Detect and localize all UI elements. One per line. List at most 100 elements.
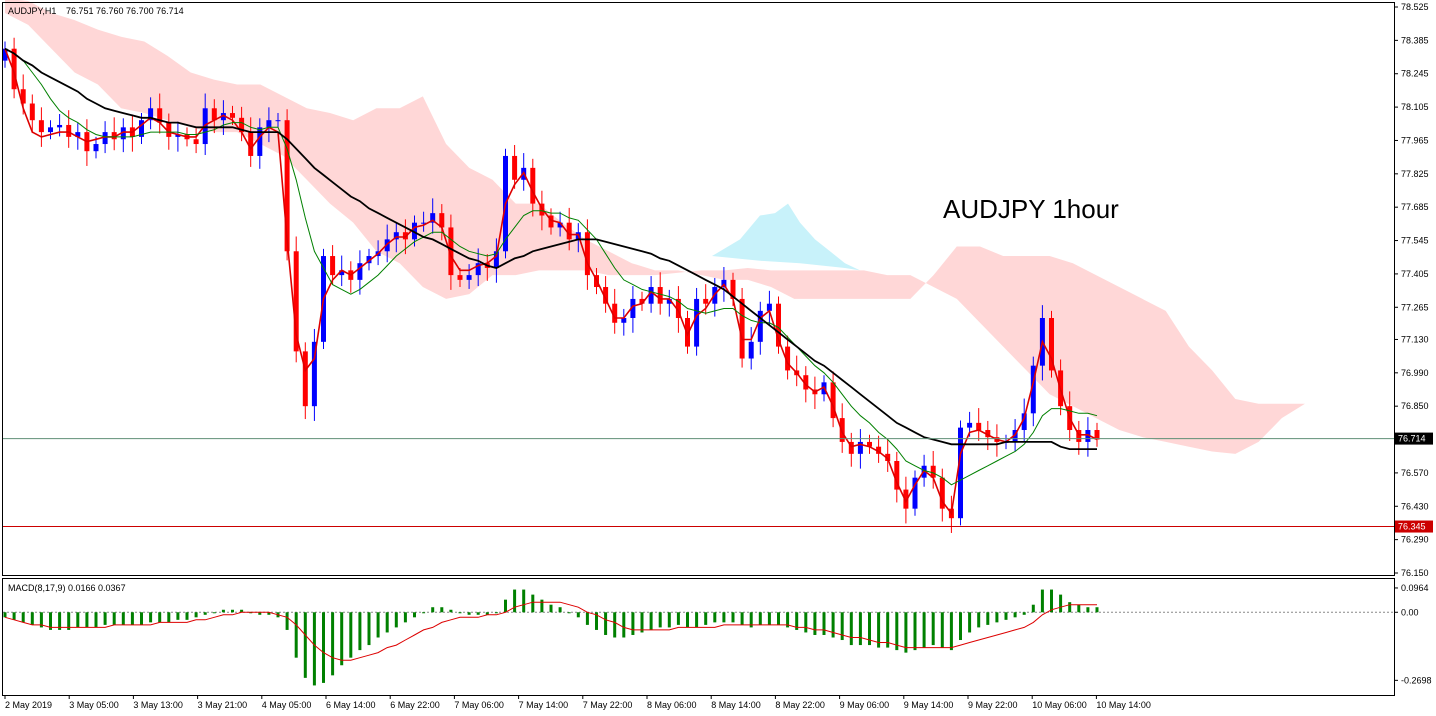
macd-bar [758, 612, 762, 625]
candle-body [603, 287, 609, 304]
macd-bar [749, 612, 753, 628]
macd-bar [440, 607, 444, 613]
price-tick-label: 78.525 [1401, 2, 1429, 12]
candle-body [230, 113, 235, 118]
macd-bar [695, 612, 699, 628]
symbol-label: AUDJPY,H1 [8, 6, 56, 16]
macd-indicator-label: MACD(8,17,9) 0.0166 0.0367 [8, 583, 126, 593]
candle-body [803, 375, 809, 390]
macd-bar [595, 612, 598, 630]
candle-body [548, 215, 554, 228]
support-price-tag [1395, 520, 1433, 533]
candle-body [239, 117, 245, 133]
candle-body [402, 232, 408, 240]
macd-bar [968, 612, 972, 633]
candle-body [75, 132, 81, 137]
price-tick-label: 77.545 [1401, 236, 1429, 246]
macd-axis: 0.0964 0.00 -0.2698 [1394, 583, 1432, 685]
candle-body [366, 256, 372, 264]
candle-body [584, 232, 590, 276]
macd-bar [813, 612, 817, 635]
candle-body [430, 213, 436, 223]
macd-bar [303, 612, 307, 678]
price-levels [3, 438, 1394, 528]
candle-body [1049, 318, 1054, 371]
candle-body [666, 298, 672, 304]
candle-body [639, 298, 645, 304]
macd-bar [1068, 602, 1072, 613]
macd-bar [194, 612, 198, 618]
macd-bar [840, 612, 844, 641]
candle-body [148, 108, 154, 121]
candle-body [293, 251, 299, 352]
candle-body [621, 318, 627, 323]
macd-bar [667, 612, 671, 628]
candle-body [675, 298, 681, 319]
candle-body [475, 263, 481, 276]
ichimoku-cloud [5, 0, 1305, 454]
macd-bar [686, 612, 689, 628]
candle-body [985, 430, 991, 438]
candle-body [1012, 430, 1018, 442]
macd-bar [385, 612, 389, 633]
macd-bar [1031, 604, 1035, 613]
price-tick-label: 78.385 [1401, 35, 1429, 45]
macd-bar [504, 599, 507, 613]
main-panel-frame [2, 2, 1395, 576]
moving-averages [4, 47, 1098, 516]
candle-body [302, 351, 308, 407]
time-tick-label: 9 May 22:00 [968, 700, 1018, 710]
candle-body [102, 132, 108, 145]
macd-bar [713, 612, 717, 623]
price-tick-label: 76.990 [1401, 368, 1429, 378]
macd-bar [494, 612, 498, 614]
macd-bar [858, 612, 862, 646]
macd-bar [130, 612, 134, 625]
price-tick-label: 76.430 [1401, 501, 1429, 511]
macd-bar [622, 612, 626, 638]
candle-body [785, 346, 791, 371]
macd-bar [149, 612, 153, 623]
macd-bar [995, 612, 999, 623]
macd-bar [285, 612, 289, 630]
candle-body [120, 127, 126, 140]
candle-body [876, 446, 882, 454]
chart-annotation: AUDJPY 1hour [943, 194, 1119, 224]
macd-bar [12, 612, 16, 620]
candle-body [776, 303, 781, 347]
macd-bar [167, 612, 171, 623]
macd-tick-label: -0.2698 [1401, 675, 1432, 685]
macd-bar [76, 612, 80, 628]
macd-bar [1059, 594, 1063, 613]
macd-bar [940, 612, 944, 648]
candle-body [757, 310, 763, 342]
time-tick-label: 9 May 14:00 [904, 700, 954, 710]
macd-bar [431, 607, 435, 613]
candle-body [211, 108, 217, 121]
price-tick-label: 76.850 [1401, 401, 1429, 411]
bullish-cloud [712, 203, 860, 271]
candle-body [412, 222, 417, 240]
candle-body [421, 222, 427, 224]
candle-body [193, 139, 199, 145]
candle-body [830, 382, 836, 419]
macd-bar [221, 609, 225, 613]
time-tick-label: 3 May 13:00 [133, 700, 183, 710]
macd-bar [185, 612, 189, 620]
time-tick-label: 8 May 22:00 [775, 700, 825, 710]
time-tick-label: 9 May 06:00 [840, 700, 890, 710]
candle-body [557, 222, 563, 228]
candle-body [958, 427, 963, 519]
macd-bar [67, 612, 71, 630]
candle-body [885, 453, 891, 461]
candle-body [457, 275, 463, 280]
macd-bar [121, 612, 125, 625]
macd-bar [158, 612, 162, 623]
candle-body [967, 422, 973, 428]
candle-body [38, 120, 44, 133]
time-tick-label: 6 May 22:00 [390, 700, 440, 710]
macd-bar [1050, 589, 1053, 613]
candle-body [766, 303, 772, 311]
candle-body [284, 120, 290, 252]
candle-body [257, 127, 263, 156]
